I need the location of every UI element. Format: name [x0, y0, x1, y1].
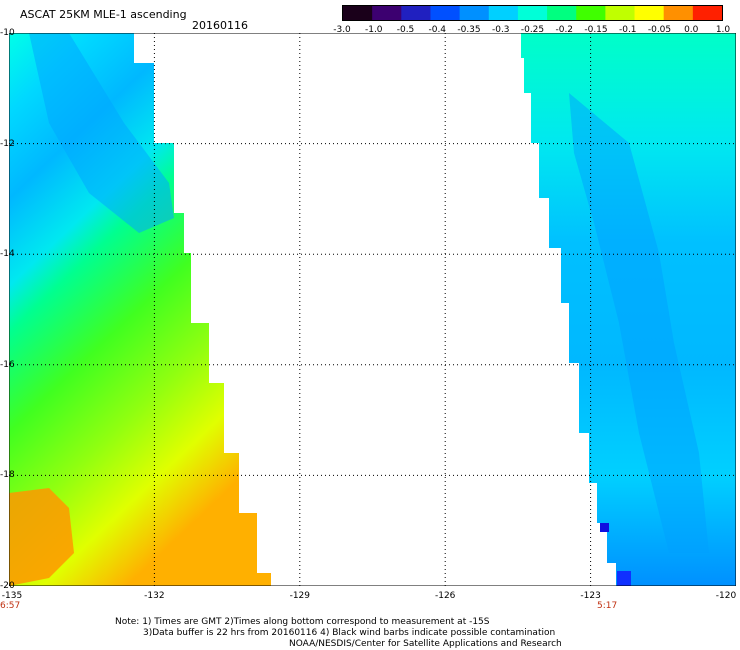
colorbar-segment [692, 6, 722, 20]
lon-tick-label: -123 [580, 591, 601, 601]
lat-tick-label: -20 [0, 581, 15, 591]
lon-tick-label: -132 [144, 591, 165, 601]
lon-tick-label: -126 [434, 591, 456, 601]
left-swath [9, 33, 271, 586]
colorbar-tick-label: -1.0 [364, 25, 383, 35]
lon-tick-label: -135 [1, 591, 23, 601]
colorbar-tick-label: -0.5 [396, 25, 415, 35]
colorbar-segment [634, 6, 665, 20]
swath-map [9, 33, 736, 586]
lat-tick-label: -10 [0, 28, 15, 38]
plot-title: ASCAT 25KM MLE-1 ascending [20, 8, 187, 21]
left-swath-blue-band [29, 33, 174, 233]
colorbar-segment [605, 6, 636, 20]
colorbar-tick-label: 1.0 [715, 25, 731, 35]
colorbar-segment [547, 6, 577, 20]
colorbar-tick-label: -0.2 [555, 25, 574, 35]
lat-tick-label: -12 [0, 138, 15, 149]
colorbar [342, 5, 723, 21]
note-line-1: Note: 1) Times are GMT 2)Times along bot… [115, 617, 490, 627]
colorbar-segment [401, 6, 431, 20]
colorbar-tick-label: -0.1 [618, 25, 637, 35]
right-swath-dark-pixel [600, 523, 609, 532]
colorbar-tick-label: -3.0 [333, 25, 351, 35]
colorbar-segment [576, 6, 606, 20]
lon-tick-label: -120 [715, 591, 737, 601]
note-line-3: NOAA/NESDIS/Center for Satellite Applica… [289, 639, 562, 649]
left-swath-orange-patch [9, 488, 74, 586]
colorbar-tick-label: -0.05 [647, 25, 672, 35]
time-right: 5:17 [597, 601, 618, 611]
plot-date: 20160116 [192, 19, 248, 32]
colorbar-segment [459, 6, 490, 20]
lat-tick-label: -16 [0, 359, 15, 370]
colorbar-tick-label: -0.15 [584, 25, 608, 35]
colorbar-tick-label: -0.4 [428, 25, 447, 35]
colorbar-tick-label: -0.3 [491, 25, 510, 35]
colorbar-tick-label: -0.35 [457, 25, 481, 35]
lat-tick-label: -18 [0, 470, 15, 481]
colorbar-segment [343, 6, 373, 20]
lat-tick-label: -14 [0, 249, 15, 260]
colorbar-segment [663, 6, 694, 20]
graticule [9, 33, 736, 586]
colorbar-segment [372, 6, 402, 20]
note-line-2: 3)Data buffer is 22 hrs from 20160116 4)… [143, 628, 556, 638]
colorbar-segment [517, 6, 548, 20]
colorbar-tick-label: 0.0 [684, 25, 699, 35]
lon-tick-label: -129 [289, 591, 311, 601]
right-swath-blue-band [569, 93, 709, 553]
colorbar-segment [430, 6, 461, 20]
colorbar-tick-label: -0.25 [520, 25, 545, 35]
colorbar-segment [488, 6, 519, 20]
colorbar-labels: -3.0 -1.0 -0.5 -0.4 -0.35 -0.3 -0.25 -0.2 -0.15-… [330, 25, 730, 37]
time-left: 6:57 [0, 601, 21, 611]
right-swath-dark-pixel-2 [617, 571, 631, 586]
